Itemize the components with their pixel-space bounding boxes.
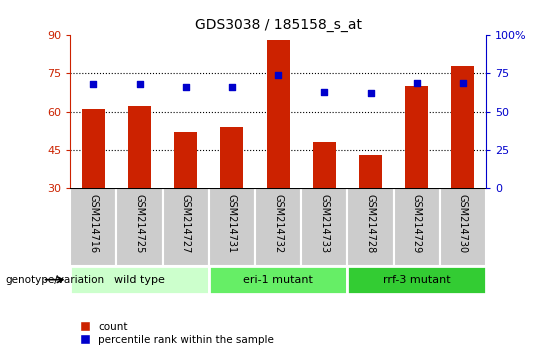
- Point: [413, 80, 421, 85]
- Point: [181, 84, 190, 90]
- Bar: [359, 155, 382, 188]
- Point: [89, 81, 98, 87]
- FancyBboxPatch shape: [117, 188, 163, 266]
- FancyBboxPatch shape: [70, 266, 209, 294]
- FancyBboxPatch shape: [255, 188, 301, 266]
- FancyBboxPatch shape: [209, 188, 255, 266]
- Text: GSM214733: GSM214733: [319, 194, 329, 253]
- Text: eri-1 mutant: eri-1 mutant: [243, 275, 313, 285]
- Point: [458, 80, 467, 85]
- Text: GSM214732: GSM214732: [273, 194, 283, 253]
- Bar: [82, 109, 105, 188]
- Text: GSM214728: GSM214728: [366, 194, 375, 253]
- Point: [274, 72, 282, 78]
- Bar: [220, 127, 244, 188]
- FancyBboxPatch shape: [347, 266, 486, 294]
- FancyBboxPatch shape: [70, 188, 117, 266]
- FancyBboxPatch shape: [301, 188, 347, 266]
- Bar: [267, 40, 289, 188]
- FancyBboxPatch shape: [347, 188, 394, 266]
- Text: wild type: wild type: [114, 275, 165, 285]
- Text: GSM214716: GSM214716: [89, 194, 98, 253]
- FancyBboxPatch shape: [163, 188, 209, 266]
- Bar: [405, 86, 428, 188]
- Bar: [128, 107, 151, 188]
- Text: GSM214727: GSM214727: [181, 194, 191, 253]
- Title: GDS3038 / 185158_s_at: GDS3038 / 185158_s_at: [194, 18, 362, 32]
- Bar: [174, 132, 197, 188]
- Text: GSM214729: GSM214729: [411, 194, 422, 253]
- Text: rrf-3 mutant: rrf-3 mutant: [383, 275, 450, 285]
- Text: genotype/variation: genotype/variation: [5, 275, 105, 285]
- Text: GSM214730: GSM214730: [458, 194, 468, 253]
- Point: [227, 84, 236, 90]
- Point: [320, 89, 329, 95]
- Text: GSM214731: GSM214731: [227, 194, 237, 253]
- Text: GSM214725: GSM214725: [134, 194, 145, 253]
- Point: [135, 81, 144, 87]
- Legend: count, percentile rank within the sample: count, percentile rank within the sample: [76, 317, 278, 349]
- Bar: [451, 66, 475, 188]
- Bar: [313, 142, 336, 188]
- FancyBboxPatch shape: [440, 188, 486, 266]
- Point: [366, 90, 375, 96]
- FancyBboxPatch shape: [394, 188, 440, 266]
- FancyBboxPatch shape: [209, 266, 347, 294]
